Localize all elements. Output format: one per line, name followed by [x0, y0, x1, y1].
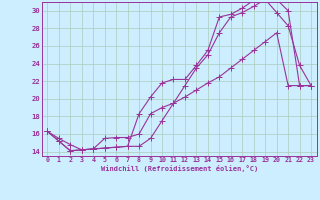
X-axis label: Windchill (Refroidissement éolien,°C): Windchill (Refroidissement éolien,°C)	[100, 165, 258, 172]
